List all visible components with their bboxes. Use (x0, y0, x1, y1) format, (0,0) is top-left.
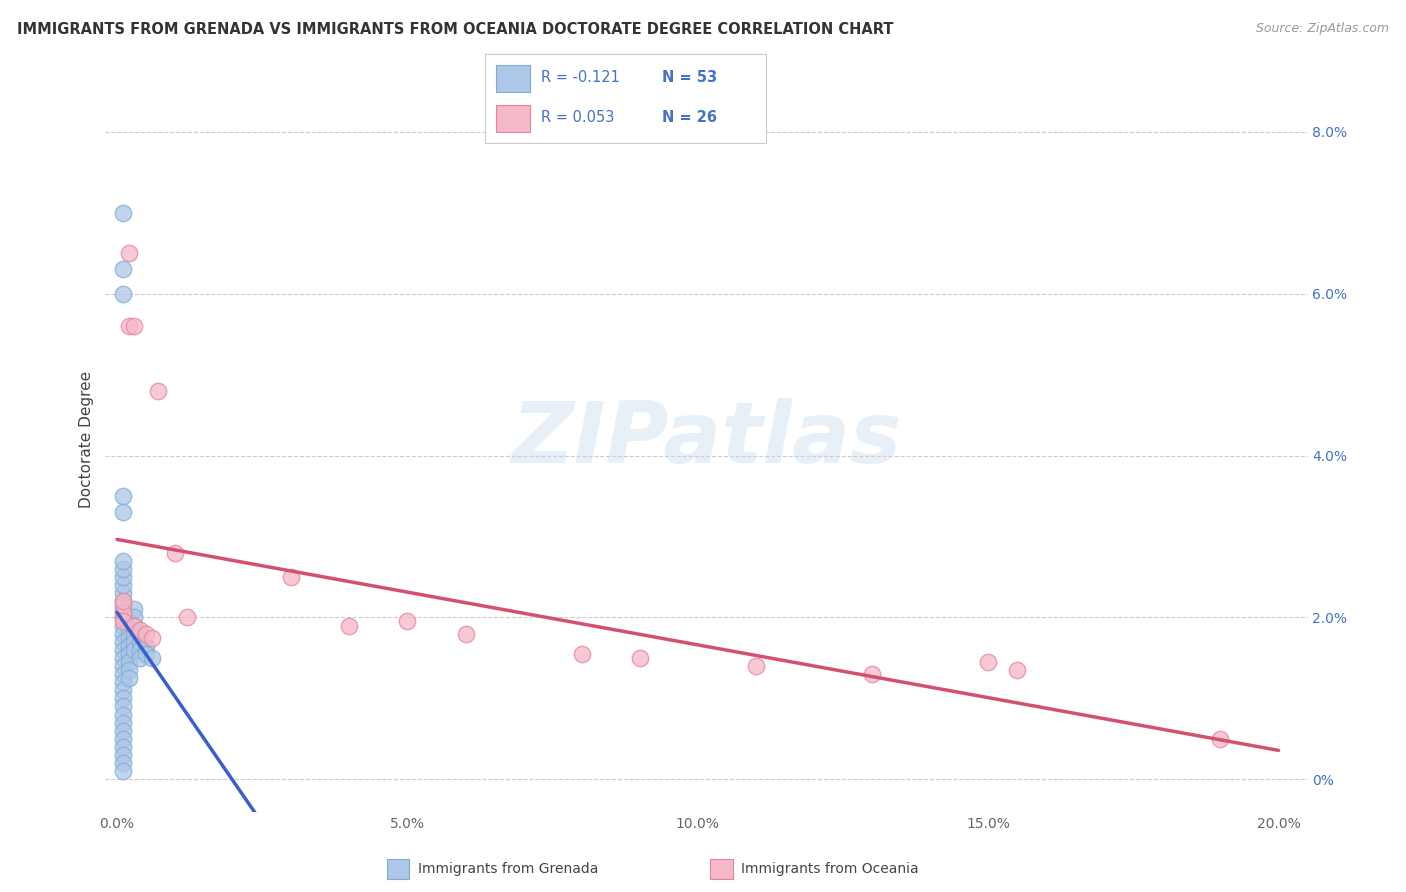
Point (111, 642, 134, 657)
Point (141, 631, 163, 645)
Point (111, 675, 134, 690)
Point (124, 634, 146, 648)
Point (111, 570, 134, 584)
FancyBboxPatch shape (496, 65, 530, 92)
Point (135, 626, 157, 640)
Point (1209, 731, 1232, 746)
Point (454, 626, 477, 640)
Point (860, 667, 883, 681)
Text: Source: ZipAtlas.com: Source: ZipAtlas.com (1256, 22, 1389, 36)
Point (111, 599, 134, 613)
Point (571, 647, 593, 661)
Point (118, 647, 141, 661)
Point (111, 634, 134, 648)
Point (111, 659, 134, 673)
Text: ZIPatlas: ZIPatlas (512, 398, 901, 481)
Point (141, 651, 163, 665)
Point (111, 626, 134, 640)
Point (111, 723, 134, 738)
Point (129, 626, 152, 640)
Point (111, 683, 134, 698)
Point (111, 739, 134, 754)
Point (977, 655, 1000, 669)
Point (118, 246, 141, 260)
Point (118, 623, 141, 637)
Text: Immigrants from Grenada: Immigrants from Grenada (418, 862, 598, 876)
Text: N = 26: N = 26 (662, 111, 717, 125)
Point (118, 615, 141, 629)
Text: IMMIGRANTS FROM GRENADA VS IMMIGRANTS FROM OCEANIA DOCTORATE DEGREE CORRELATION : IMMIGRANTS FROM GRENADA VS IMMIGRANTS FR… (17, 22, 893, 37)
Point (124, 318, 146, 333)
Point (129, 623, 152, 637)
Point (129, 642, 152, 657)
Point (124, 610, 146, 624)
Point (129, 634, 152, 648)
Point (118, 631, 141, 645)
Point (111, 691, 134, 706)
Point (111, 262, 134, 277)
Point (111, 731, 134, 746)
Point (124, 602, 146, 616)
FancyBboxPatch shape (496, 105, 530, 132)
Point (111, 747, 134, 762)
Point (111, 715, 134, 730)
Point (111, 594, 134, 608)
Point (111, 610, 134, 624)
Point (111, 615, 134, 629)
Y-axis label: Doctorate Degree: Doctorate Degree (79, 371, 94, 508)
Point (124, 642, 146, 657)
Point (337, 618, 360, 632)
Point (118, 671, 141, 685)
Point (111, 562, 134, 576)
Point (124, 626, 146, 640)
Point (111, 594, 134, 608)
Point (135, 647, 157, 661)
Point (118, 639, 141, 653)
Text: Immigrants from Oceania: Immigrants from Oceania (741, 862, 918, 876)
Point (745, 659, 768, 673)
Point (396, 615, 419, 629)
Point (111, 651, 134, 665)
Point (118, 663, 141, 677)
Text: R = 0.053: R = 0.053 (541, 111, 614, 125)
Point (111, 764, 134, 779)
Point (111, 667, 134, 681)
Point (111, 699, 134, 714)
Point (124, 618, 146, 632)
Point (124, 618, 146, 632)
Point (628, 651, 651, 665)
Point (129, 651, 152, 665)
Point (165, 546, 187, 560)
Point (135, 639, 157, 653)
Point (111, 607, 134, 621)
Point (111, 618, 134, 632)
Text: R = -0.121: R = -0.121 (541, 70, 620, 85)
Point (1005, 663, 1028, 677)
Point (146, 384, 169, 398)
Text: N = 53: N = 53 (662, 70, 717, 85)
Point (111, 205, 134, 219)
Point (111, 707, 134, 722)
Point (111, 554, 134, 568)
Point (111, 286, 134, 301)
Point (111, 602, 134, 616)
Point (111, 505, 134, 519)
Point (111, 610, 134, 624)
Point (176, 610, 198, 624)
Point (118, 318, 141, 333)
Point (111, 489, 134, 503)
Point (118, 655, 141, 669)
Point (111, 756, 134, 771)
Point (111, 578, 134, 592)
Point (111, 586, 134, 600)
Point (280, 570, 302, 584)
